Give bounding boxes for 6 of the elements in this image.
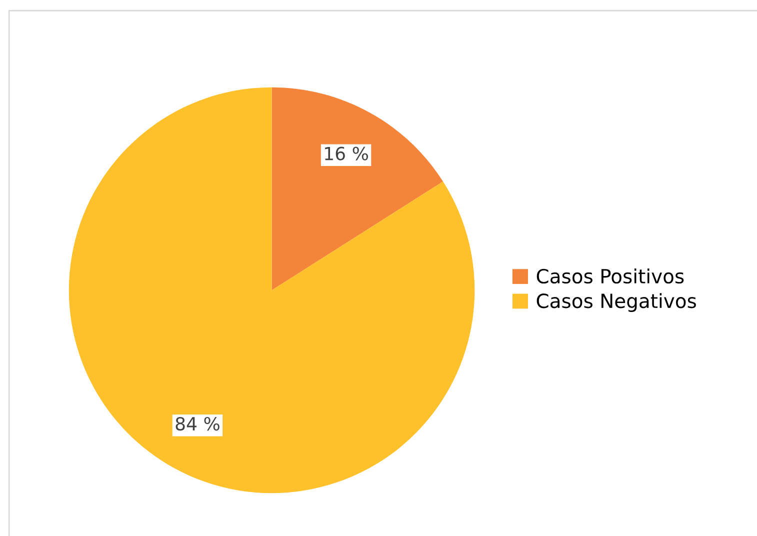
legend-label: Casos Positivos — [536, 268, 684, 284]
data-label: 16 % — [325, 146, 368, 160]
data-label: 84 % — [176, 416, 220, 431]
pie-slice — [68, 87, 475, 494]
legend-label: Casos Negativos — [536, 293, 696, 312]
pie-slice — [272, 87, 444, 290]
